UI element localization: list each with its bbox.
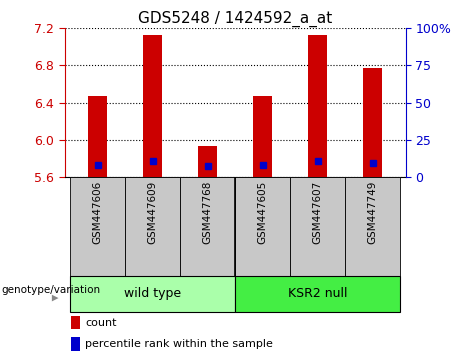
Text: GSM447607: GSM447607 — [313, 181, 323, 244]
Bar — [235, 276, 400, 312]
Bar — [253, 96, 272, 177]
Bar — [71, 337, 80, 350]
Text: GSM447605: GSM447605 — [258, 181, 268, 244]
Bar — [198, 146, 217, 177]
Bar — [71, 316, 80, 329]
Text: GSM447609: GSM447609 — [148, 181, 158, 244]
Text: genotype/variation: genotype/variation — [1, 285, 100, 295]
Text: percentile rank within the sample: percentile rank within the sample — [85, 339, 273, 349]
Text: KSR2 null: KSR2 null — [288, 287, 348, 300]
Title: GDS5248 / 1424592_a_at: GDS5248 / 1424592_a_at — [138, 11, 332, 27]
Bar — [308, 35, 327, 177]
Text: count: count — [85, 318, 117, 327]
Bar — [290, 177, 345, 276]
Bar — [70, 177, 125, 276]
Bar — [88, 96, 107, 177]
Bar — [363, 68, 382, 177]
Bar — [143, 35, 162, 177]
Text: GSM447749: GSM447749 — [368, 181, 378, 244]
Bar — [125, 177, 180, 276]
Bar — [180, 177, 235, 276]
Text: GSM447768: GSM447768 — [202, 181, 213, 244]
Bar — [70, 276, 235, 312]
Text: wild type: wild type — [124, 287, 181, 300]
Text: GSM447606: GSM447606 — [93, 181, 102, 244]
Bar — [345, 177, 400, 276]
Bar — [235, 177, 290, 276]
